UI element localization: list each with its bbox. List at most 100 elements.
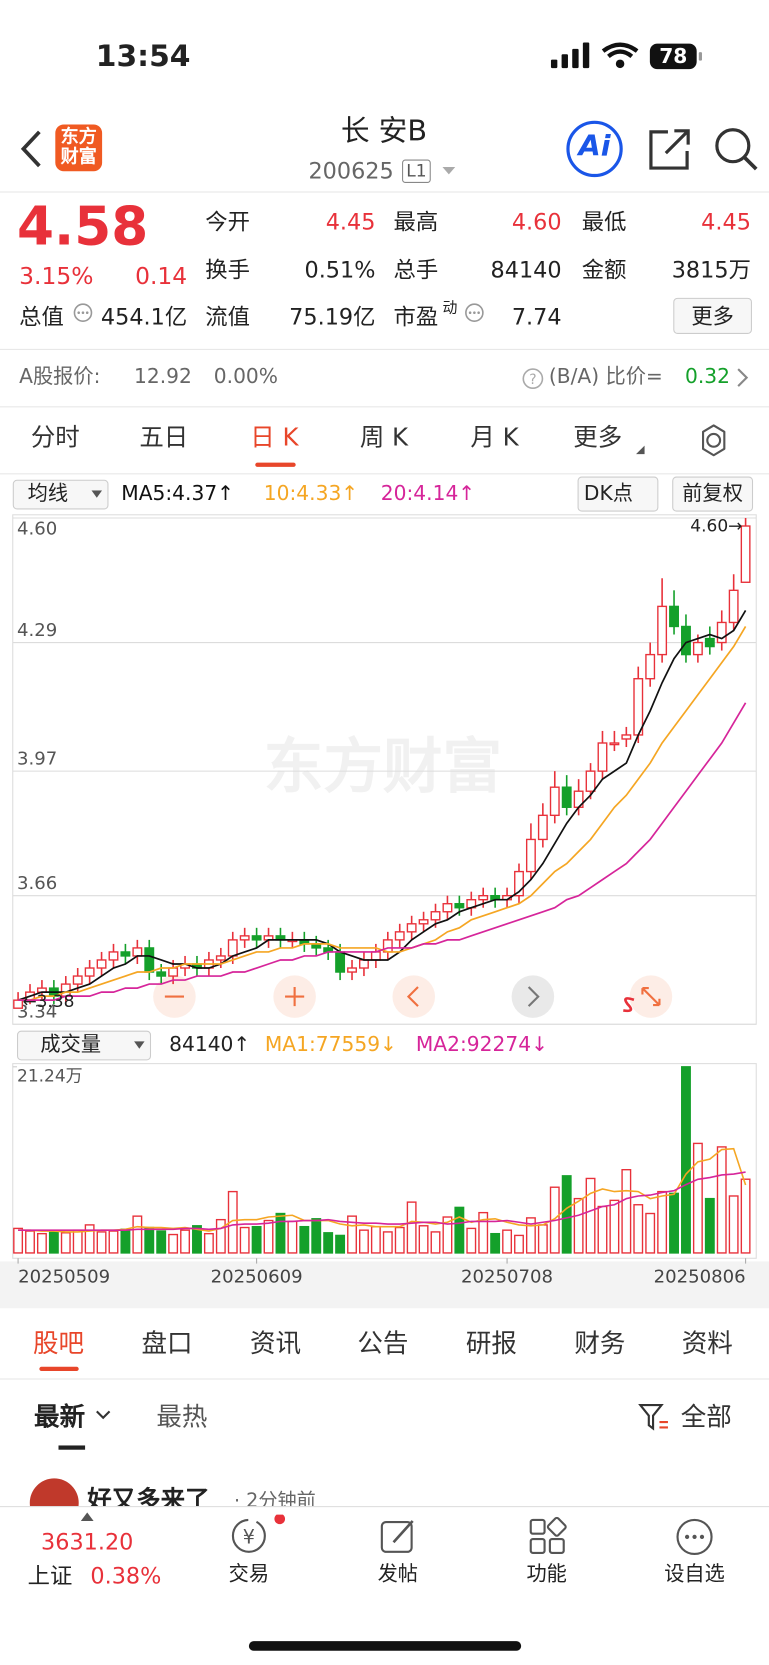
volume-bar xyxy=(13,1227,24,1254)
volume-bar xyxy=(633,1204,644,1254)
stock-name: 长 安B xyxy=(340,114,428,148)
period-tab[interactable]: 五日 xyxy=(139,424,189,453)
volume-bar xyxy=(394,1226,405,1254)
sort-tab[interactable]: 最热 xyxy=(156,1401,208,1432)
field-label: 流值 xyxy=(205,304,250,330)
volume-bar xyxy=(287,1220,298,1254)
index-value[interactable]: 3631.20 xyxy=(41,1529,134,1556)
status-time: 13:54 xyxy=(95,38,191,74)
section-tab[interactable]: 盘口 xyxy=(141,1328,193,1359)
app-logo xyxy=(55,124,103,172)
volume-bar xyxy=(609,1199,620,1254)
field-label: 市盈 xyxy=(393,304,439,330)
adjust-button[interactable] xyxy=(672,476,754,512)
post-icon[interactable] xyxy=(379,1517,419,1557)
share-button[interactable] xyxy=(647,126,694,173)
candle-body xyxy=(549,786,560,817)
section-tab[interactable]: 财务 xyxy=(574,1328,626,1359)
period-tab[interactable]: 更多 xyxy=(573,424,623,453)
period-tab-active[interactable]: 日 K xyxy=(250,424,299,453)
volume-bar xyxy=(335,1234,346,1254)
volume-bar xyxy=(728,1195,739,1254)
home-indicator xyxy=(248,1641,522,1651)
nav-label[interactable]: 发帖 xyxy=(377,1562,419,1586)
volume-bar xyxy=(299,1225,310,1254)
watchlist-icon[interactable] xyxy=(674,1517,714,1557)
adjust-label: 前复权 xyxy=(682,481,743,506)
volume-bar xyxy=(692,1142,703,1254)
index-pct[interactable]: 0.38% xyxy=(90,1563,162,1590)
volume-ma-line xyxy=(18,1147,747,1233)
field-value: 454.1亿 xyxy=(100,304,188,330)
indicator-label: 均线 xyxy=(27,481,69,506)
volume-bar xyxy=(585,1177,596,1254)
info-icon[interactable] xyxy=(464,302,485,323)
ma-line xyxy=(18,702,747,1002)
tab-underline xyxy=(58,1445,86,1450)
section-tab-active[interactable]: 股吧 xyxy=(32,1328,85,1359)
volume-bar xyxy=(132,1215,143,1254)
field-label: 总手 xyxy=(393,257,439,283)
more-button[interactable] xyxy=(673,297,752,334)
search-button[interactable] xyxy=(713,126,760,173)
index-name[interactable]: 上证 xyxy=(27,1563,73,1590)
volume-bar xyxy=(311,1218,322,1254)
candle-body xyxy=(597,742,608,772)
x-tick-label: 20250509 xyxy=(18,1266,110,1287)
dropdown-icon[interactable] xyxy=(441,166,456,177)
filter-icon[interactable] xyxy=(638,1402,670,1432)
volume-bar xyxy=(502,1229,513,1254)
help-icon[interactable]: ? xyxy=(521,367,544,390)
logo-text: 东方 xyxy=(60,126,97,148)
trade-icon[interactable]: ¥ xyxy=(225,1514,286,1558)
section-tab[interactable]: 研报 xyxy=(465,1328,517,1359)
nav-label[interactable]: 功能 xyxy=(526,1562,567,1586)
volume-bar xyxy=(370,1225,381,1254)
scroll-left[interactable] xyxy=(392,975,436,1018)
ai-button[interactable] xyxy=(565,119,625,179)
y-tick-label: 4.60 xyxy=(17,519,57,540)
low-annotation: ←3.38 xyxy=(22,992,74,1012)
date-band xyxy=(0,1261,769,1309)
candle-body xyxy=(120,951,131,957)
period-tab[interactable]: 分时 xyxy=(30,424,80,453)
dk-button[interactable] xyxy=(577,476,659,512)
section-tab[interactable]: 资料 xyxy=(681,1328,733,1359)
volume-bar xyxy=(442,1216,453,1254)
last-price: 4.58 xyxy=(17,195,149,258)
filter-label[interactable]: 全部 xyxy=(680,1401,732,1432)
volume-bar xyxy=(156,1230,167,1254)
candle-body xyxy=(692,641,703,656)
field-value: 75.19亿 xyxy=(289,304,376,330)
chevron[interactable] xyxy=(734,366,751,389)
volume-bar xyxy=(323,1232,334,1254)
nav-label[interactable]: 交易 xyxy=(228,1562,270,1586)
function-icon[interactable] xyxy=(528,1516,568,1557)
info-icon[interactable] xyxy=(72,302,93,323)
indicator-select[interactable] xyxy=(12,479,109,510)
volume-select[interactable] xyxy=(17,1030,152,1061)
volume-bar xyxy=(84,1224,95,1254)
scroll-right[interactable] xyxy=(511,975,555,1018)
up-triangle xyxy=(80,1512,94,1521)
watermark: 东方财富 xyxy=(264,733,502,802)
candle-body xyxy=(251,935,262,941)
nav-label[interactable]: 设自选 xyxy=(664,1562,725,1586)
stock-code: 200625 xyxy=(308,158,394,185)
volume-bar xyxy=(120,1228,131,1254)
candle-body xyxy=(621,734,632,740)
field-label: 最低 xyxy=(581,209,627,236)
period-tab[interactable]: 月 K xyxy=(470,424,519,453)
period-tab[interactable]: 周 K xyxy=(359,424,409,453)
x-tick-label: 20250609 xyxy=(211,1266,303,1287)
battery-level: 78 xyxy=(659,44,688,69)
settings-button[interactable] xyxy=(696,422,732,458)
back-button[interactable] xyxy=(16,128,48,171)
candle-body xyxy=(657,605,668,656)
volume-bar xyxy=(227,1190,238,1254)
sort-tab-active[interactable]: 最新 xyxy=(34,1401,86,1432)
section-tab[interactable]: 资讯 xyxy=(249,1328,302,1359)
divider xyxy=(0,191,769,193)
section-tab[interactable]: 公告 xyxy=(357,1328,409,1359)
svg-text:¥: ¥ xyxy=(243,1525,255,1548)
